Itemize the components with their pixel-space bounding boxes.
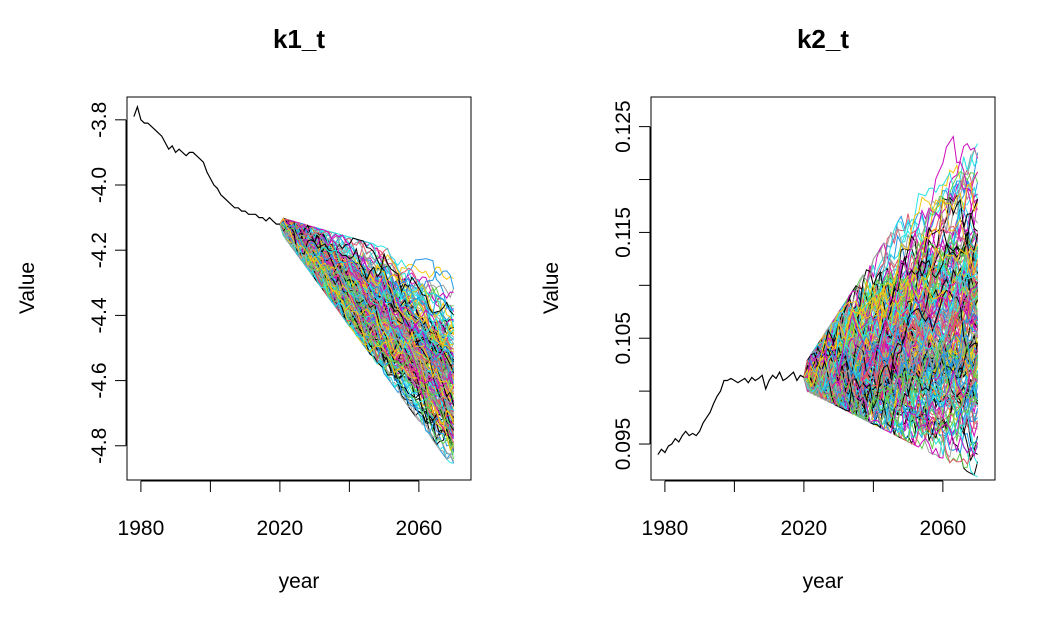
- k2-simulation-lines: [803, 135, 979, 478]
- k2-plot-frame: [650, 96, 996, 481]
- k2-simulation-path: [803, 135, 979, 407]
- k1-simulation-lines: [279, 217, 455, 464]
- k2-simulation-path: [803, 153, 978, 378]
- k2-panel: k2_t 1980 2020 2060 0.095 0.105 0.115 0.125 y…: [540, 24, 996, 593]
- k2-simulation-path: [803, 339, 979, 425]
- k1-y-tick-label: -4.2: [88, 232, 111, 268]
- k2-historical-line: [657, 370, 805, 455]
- k1-y-axis: -3.8 -4.0 -4.2 -4.4 -4.6 -4.8: [88, 102, 127, 464]
- k1-simulation-path: [279, 222, 455, 448]
- k2-x-tick-label: 2060: [920, 517, 967, 540]
- k2-simulation-path: [803, 327, 978, 411]
- k2-y-tick-label: 0.105: [612, 312, 635, 365]
- k2-x-axis-label: year: [803, 570, 844, 593]
- k1-x-axis: 1980 2020 2060: [118, 480, 443, 540]
- k2-x-tick-label: 2020: [781, 517, 828, 540]
- k2-y-tick-label: 0.115: [612, 207, 635, 258]
- k2-historical-path: [657, 370, 805, 455]
- k1-x-axis-label: year: [279, 570, 320, 593]
- k1-panel: k1_t 1980 2020 2060 -3.8 -4.0 -4.2 -4.4 -4.6 -4…: [16, 24, 472, 593]
- k1-y-tick-label: -4.0: [88, 167, 111, 203]
- k1-y-tick-label: -3.8: [88, 102, 111, 138]
- k2-chart-title: k2_t: [797, 24, 849, 54]
- k1-x-tick-label: 2060: [396, 517, 443, 540]
- k1-x-tick-label: 2020: [257, 517, 304, 540]
- k1-y-tick-label: -4.6: [88, 362, 111, 398]
- k2-x-tick-label: 1980: [642, 517, 689, 540]
- k1-simulation-path: [279, 218, 455, 386]
- k1-simulation-path: [279, 217, 455, 394]
- k1-simulation-path: [279, 221, 454, 316]
- k1-plot-frame: [126, 96, 472, 481]
- k1-simulation-path: [279, 217, 455, 389]
- k2-simulation-path: [803, 356, 978, 434]
- k2-simulation-path: [803, 277, 979, 425]
- k2-simulation-path: [803, 234, 979, 396]
- k2-y-axis-label: Value: [540, 262, 563, 314]
- k2-y-tick-label: 0.125: [612, 100, 635, 153]
- k2-simulation-path: [803, 329, 978, 392]
- k1-simulation-path: [279, 223, 454, 316]
- k2-simulation-path: [803, 256, 978, 382]
- k2-x-axis: 1980 2020 2060: [642, 480, 967, 540]
- k1-x-tick-label: 1980: [118, 517, 165, 540]
- k1-simulation-path: [279, 223, 454, 381]
- k2-simulation-path: [803, 350, 979, 442]
- k2-simulation-path: [803, 287, 979, 407]
- k1-simulation-path: [279, 223, 454, 417]
- k1-simulation-path: [279, 223, 455, 417]
- k1-simulation-path: [279, 219, 455, 421]
- k1-chart-title: k1_t: [273, 24, 325, 54]
- k2-y-tick-label: 0.095: [612, 418, 635, 471]
- k1-y-tick-label: -4.4: [88, 297, 111, 334]
- k1-simulation-path: [279, 223, 454, 350]
- k2-simulation-path: [803, 259, 978, 378]
- k2-simulation-path: [803, 300, 979, 399]
- k2-simulation-path: [803, 360, 979, 443]
- k2-simulation-path: [803, 334, 979, 429]
- k1-simulation-path: [279, 223, 454, 411]
- k1-simulation-path: [279, 218, 454, 392]
- k1-historical-path: [133, 104, 280, 225]
- k2-y-axis: 0.095 0.105 0.115 0.125: [612, 100, 651, 471]
- k1-simulation-path: [279, 223, 454, 353]
- k1-y-tick-label: -4.8: [88, 428, 111, 464]
- k1-historical-line: [133, 104, 280, 225]
- k1-y-axis-label: Value: [16, 262, 39, 314]
- k2-simulation-path: [803, 323, 979, 400]
- k2-simulation-path: [803, 277, 978, 379]
- k2-simulation-path: [803, 294, 978, 401]
- k2-simulation-path: [803, 318, 979, 398]
- k2-simulation-path: [803, 149, 979, 381]
- k2-simulation-path: [803, 182, 979, 388]
